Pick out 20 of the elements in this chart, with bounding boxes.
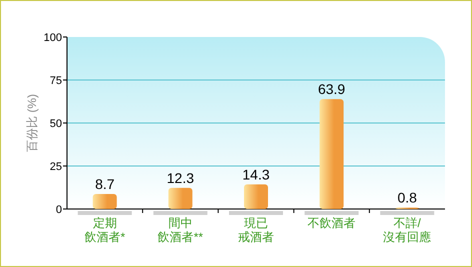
data-label: 12.3 <box>166 170 194 186</box>
data-label: 63.9 <box>318 81 346 98</box>
data-label: 14.3 <box>242 166 270 182</box>
x-tick-label: 間中飲酒者** <box>158 216 204 244</box>
y-axis-title: 百份比 (%) <box>25 94 39 152</box>
y-tick-label: 0 <box>56 204 62 216</box>
x-tick-label: 不飲酒者 <box>308 216 356 230</box>
bar <box>320 99 344 209</box>
y-tick-label: 25 <box>50 161 62 173</box>
y-tick-label: 50 <box>50 118 62 130</box>
x-tick-label: 不詳/沒有回應 <box>383 216 432 244</box>
data-label: 8.7 <box>95 176 115 192</box>
y-tick-label: 100 <box>44 32 62 44</box>
x-tick-label: 現已戒酒者 <box>238 216 274 244</box>
data-label: 0.8 <box>397 190 418 206</box>
x-tick-label: 定期飲酒者* <box>84 216 126 244</box>
y-tick-label: 75 <box>50 75 62 87</box>
bar <box>244 184 268 209</box>
bar <box>168 188 192 209</box>
bar <box>92 194 117 209</box>
